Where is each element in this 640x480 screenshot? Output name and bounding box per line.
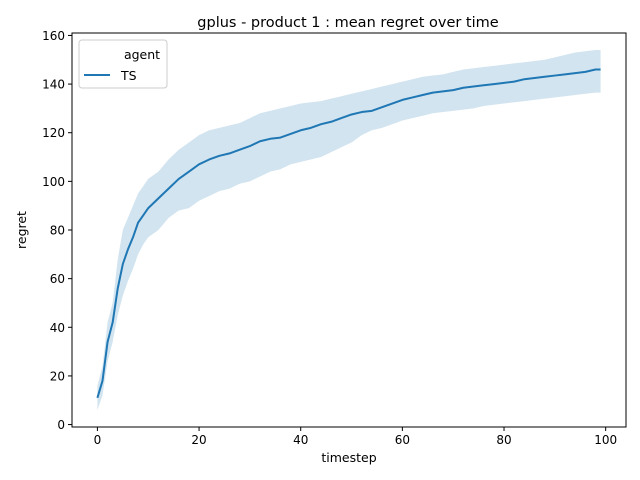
y-tick-label: 80: [50, 224, 65, 238]
series-line-ts: [96, 68, 601, 399]
x-tick-label: 100: [594, 433, 617, 447]
y-tick-label: 40: [50, 321, 65, 335]
legend-title: agent: [124, 47, 160, 62]
x-tick-label: 0: [94, 433, 102, 447]
chart-title: gplus - product 1 : mean regret over tim…: [197, 15, 498, 31]
y-tick-label: 140: [42, 78, 65, 92]
y-tick-label: 20: [50, 369, 65, 383]
y-tick-label: 0: [57, 418, 65, 432]
x-axis-ticks: 0 20 40 60 80 100: [94, 427, 617, 447]
y-axis-ticks: 0 20 40 60 80 100 120 140 160: [42, 29, 72, 432]
y-tick-label: 120: [42, 126, 65, 140]
x-tick-label: 60: [395, 433, 410, 447]
x-tick-label: 80: [496, 433, 511, 447]
plot-area: [96, 50, 601, 410]
y-tick-label: 60: [50, 272, 65, 286]
x-tick-label: 20: [191, 433, 206, 447]
x-axis-label: timestep: [321, 450, 376, 465]
y-tick-label: 100: [42, 175, 65, 189]
y-tick-label: 160: [42, 29, 65, 43]
legend-label-ts: TS: [120, 68, 137, 83]
x-tick-label: 40: [293, 433, 308, 447]
confidence-band: [97, 50, 601, 410]
legend: agent TS: [78, 39, 168, 89]
y-axis-label: regret: [14, 211, 29, 249]
